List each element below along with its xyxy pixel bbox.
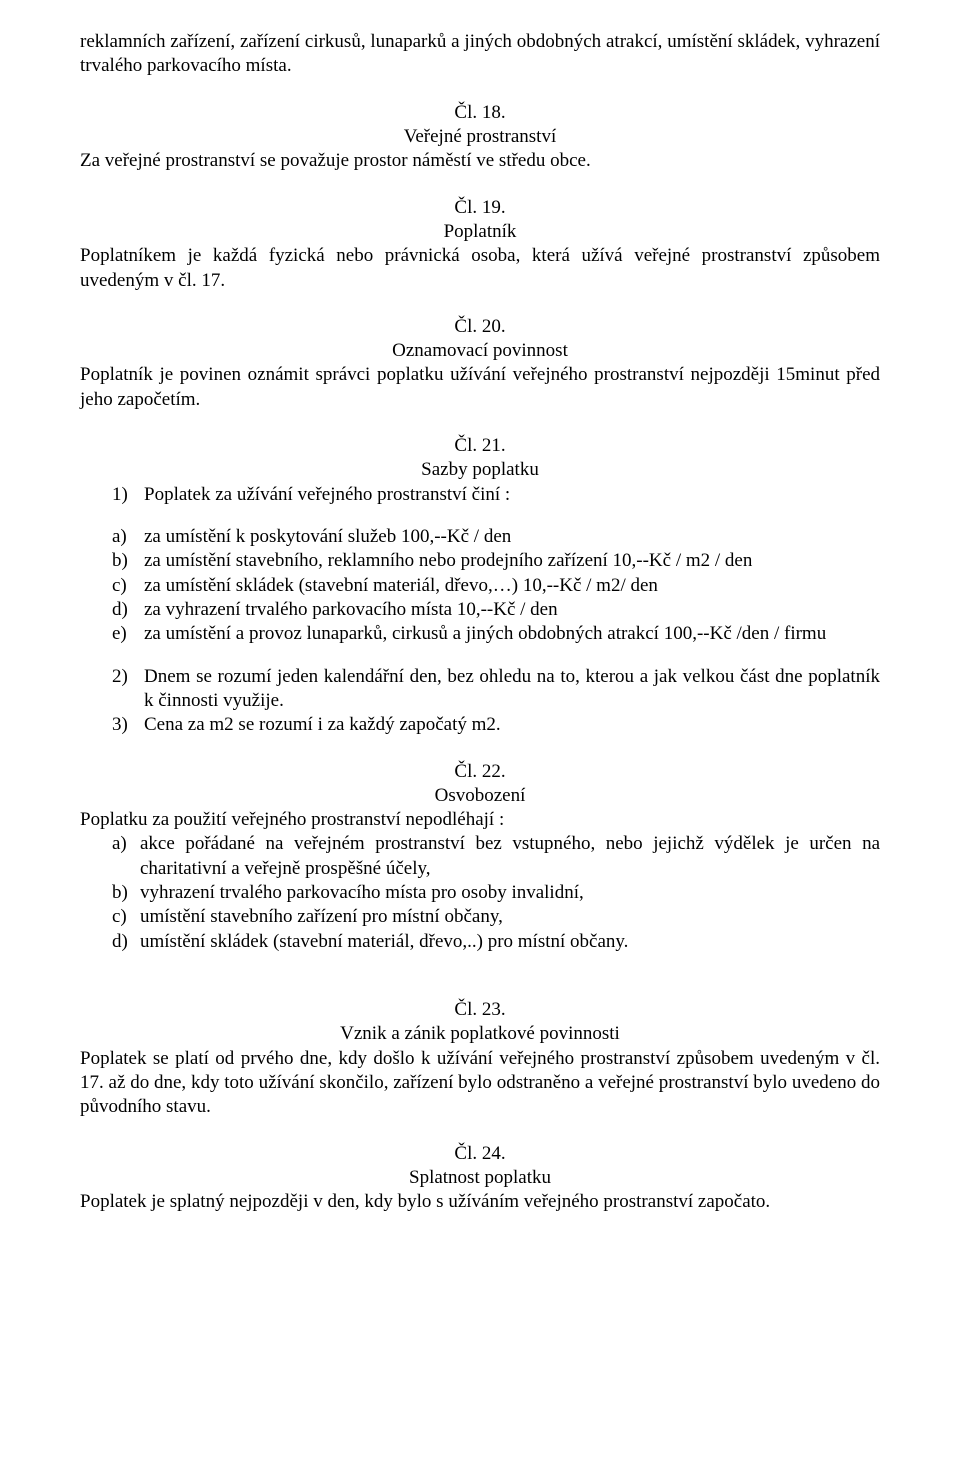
list-text: umístění stavebního zařízení pro místní … (140, 906, 503, 927)
document-page: reklamních zařízení, zařízení cirkusů, l… (0, 0, 960, 1483)
article-24-heading: Čl. 24. (80, 1142, 880, 1166)
article-18-body: Za veřejné prostranství se považuje pros… (80, 149, 880, 173)
list-item: a) za umístění k poskytování služeb 100,… (112, 525, 880, 549)
list-item: d) za vyhrazení trvalého parkovacího mís… (112, 598, 880, 622)
list-marker: b) (112, 549, 140, 573)
list-text: Poplatek za užívání veřejného prostranst… (144, 484, 510, 505)
article-21-heading: Čl. 21. (80, 434, 880, 458)
list-text: vyhrazení trvalého parkovacího místa pro… (140, 882, 584, 903)
list-text: Cena za m2 se rozumí i za každý započatý… (144, 714, 501, 735)
list-marker: e) (112, 622, 140, 646)
article-21-numbered-list: 1) Poplatek za užívání veřejného prostra… (112, 483, 880, 507)
list-item: a) akce pořádané na veřejném prostranstv… (112, 832, 880, 881)
list-text: umístění skládek (stavební materiál, dře… (140, 931, 628, 952)
list-marker: d) (112, 930, 140, 954)
list-marker: 1) (112, 483, 140, 507)
article-22-heading: Čl. 22. (80, 760, 880, 784)
list-text: za umístění stavebního, reklamního nebo … (144, 550, 752, 571)
list-marker: c) (112, 905, 140, 929)
list-text: za umístění skládek (stavební materiál, … (144, 575, 658, 596)
list-text: akce pořádané na veřejném prostranství b… (140, 833, 880, 878)
article-19-heading: Čl. 19. (80, 196, 880, 220)
article-23-body: Poplatek se platí od prvého dne, kdy doš… (80, 1047, 880, 1120)
list-item: c) umístění stavebního zařízení pro míst… (112, 905, 880, 929)
list-marker: 2) (112, 665, 140, 689)
list-item: 2) Dnem se rozumí jeden kalendářní den, … (112, 665, 880, 714)
article-23-subtitle: Vznik a zánik poplatkové povinnosti (80, 1022, 880, 1046)
article-23-heading: Čl. 23. (80, 998, 880, 1022)
article-21-alpha-list: a) za umístění k poskytování služeb 100,… (112, 525, 880, 647)
article-22-lead: Poplatku za použití veřejného prostranst… (80, 808, 880, 832)
list-item: 3) Cena za m2 se rozumí i za každý započ… (112, 713, 880, 737)
list-marker: a) (112, 832, 140, 856)
article-22-subtitle: Osvobození (80, 784, 880, 808)
article-24-subtitle: Splatnost poplatku (80, 1166, 880, 1190)
list-marker: 3) (112, 713, 140, 737)
list-text: za umístění a provoz lunaparků, cirkusů … (144, 623, 826, 644)
list-item: d) umístění skládek (stavební materiál, … (112, 930, 880, 954)
list-item: e) za umístění a provoz lunaparků, cirku… (112, 622, 880, 646)
list-item: 1) Poplatek za užívání veřejného prostra… (112, 483, 880, 507)
article-22-alpha-list: a) akce pořádané na veřejném prostranstv… (112, 832, 880, 954)
list-marker: b) (112, 881, 140, 905)
list-text: Dnem se rozumí jeden kalendářní den, bez… (144, 666, 880, 711)
list-item: b) za umístění stavebního, reklamního ne… (112, 549, 880, 573)
intro-paragraph: reklamních zařízení, zařízení cirkusů, l… (80, 30, 880, 79)
article-20-heading: Čl. 20. (80, 315, 880, 339)
list-text: za umístění k poskytování služeb 100,--K… (144, 526, 511, 547)
article-19-subtitle: Poplatník (80, 220, 880, 244)
article-21-numbered-list-2: 2) Dnem se rozumí jeden kalendářní den, … (112, 665, 880, 738)
article-20-body: Poplatník je povinen oznámit správci pop… (80, 363, 880, 412)
article-24-body: Poplatek je splatný nejpozději v den, kd… (80, 1190, 880, 1214)
article-21-subtitle: Sazby poplatku (80, 458, 880, 482)
article-20-subtitle: Oznamovací povinnost (80, 339, 880, 363)
list-item: c) za umístění skládek (stavební materiá… (112, 574, 880, 598)
list-text: za vyhrazení trvalého parkovacího místa … (144, 599, 558, 620)
article-18-heading: Čl. 18. (80, 101, 880, 125)
list-item: b) vyhrazení trvalého parkovacího místa … (112, 881, 880, 905)
list-marker: d) (112, 598, 140, 622)
article-18-subtitle: Veřejné prostranství (80, 125, 880, 149)
list-marker: a) (112, 525, 140, 549)
article-19-body: Poplatníkem je každá fyzická nebo právni… (80, 244, 880, 293)
list-marker: c) (112, 574, 140, 598)
